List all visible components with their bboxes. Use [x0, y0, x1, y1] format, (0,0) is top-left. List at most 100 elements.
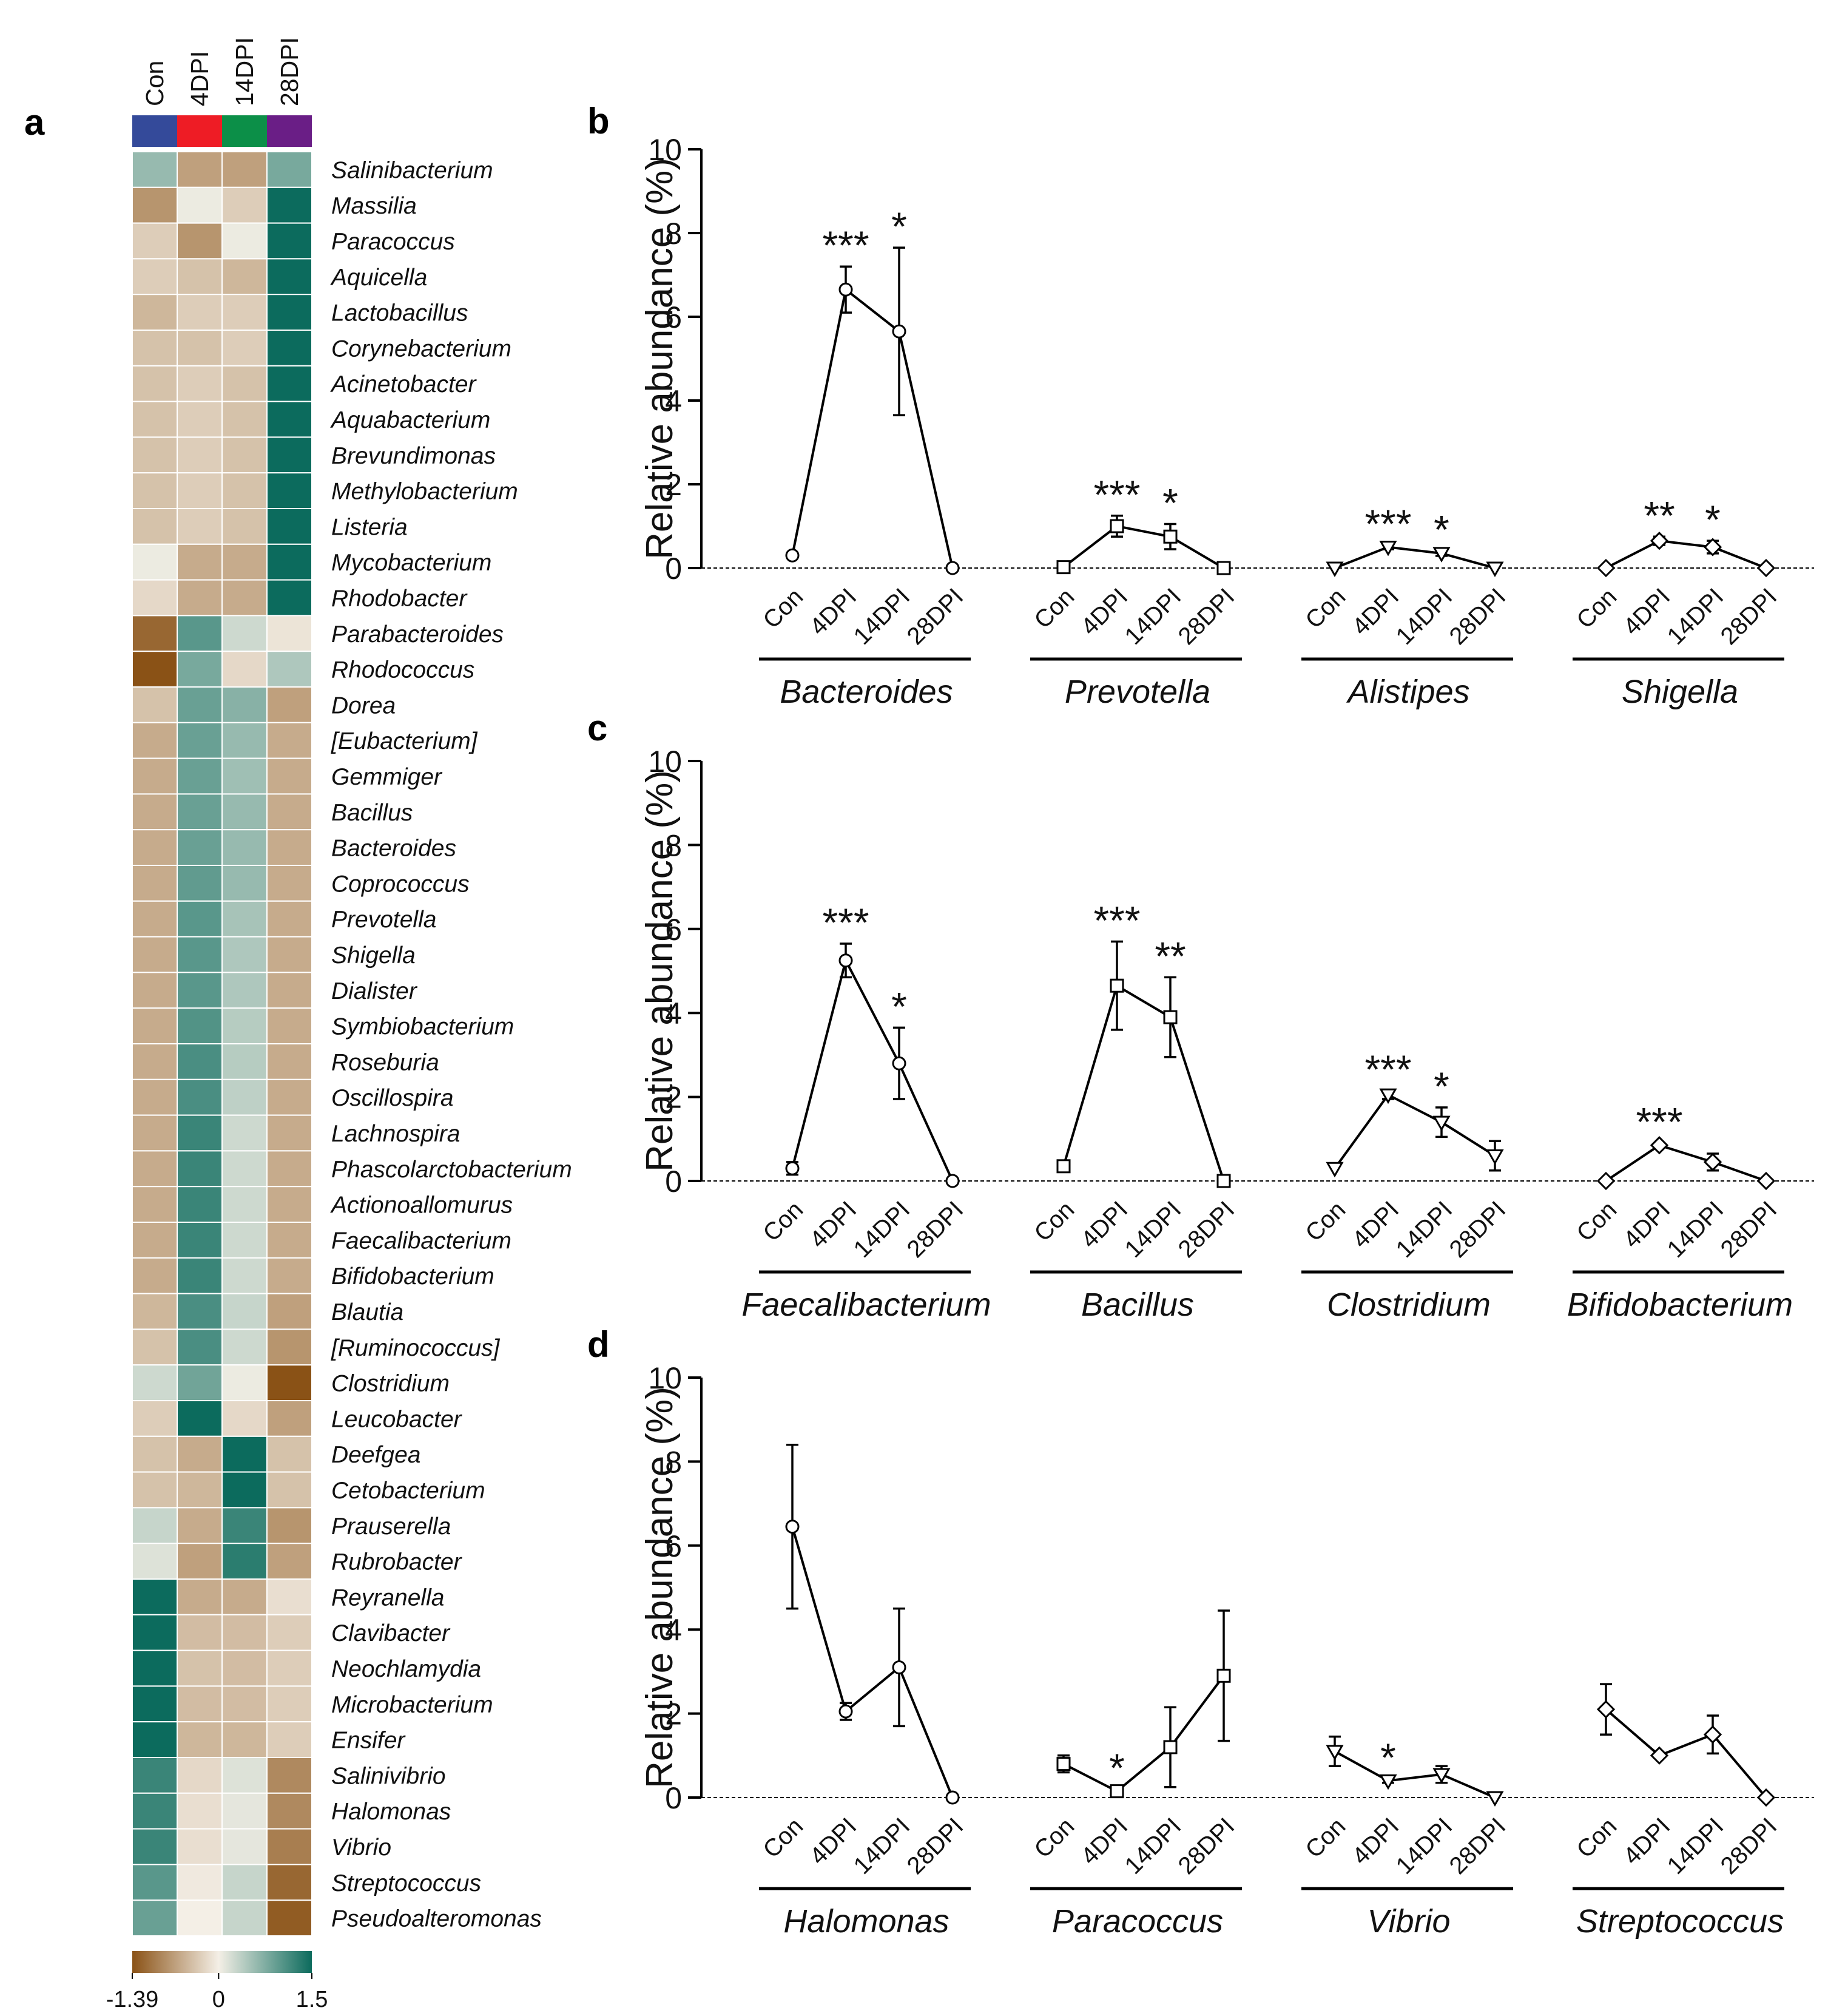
heatmap-cell	[132, 151, 178, 188]
data-point-square	[1056, 1757, 1071, 1771]
heatmap-cell	[221, 151, 268, 188]
heatmap-cell	[266, 1328, 312, 1366]
heatmap-row-label: Dialister	[331, 978, 418, 1004]
heatmap-cell	[177, 543, 223, 581]
heatmap-row-label: Lactobacillus	[331, 300, 468, 326]
x-tick-label: Con	[1029, 1196, 1079, 1246]
heatmap-cell	[132, 1614, 178, 1651]
heatmap-cell	[221, 1364, 268, 1401]
y-tick-label: 0	[665, 1781, 682, 1815]
heatmap-cell	[266, 686, 312, 723]
heatmap-cell	[266, 865, 312, 902]
heatmap-cell	[221, 258, 268, 296]
data-point-circle	[785, 1161, 800, 1175]
heatmap-cell	[266, 330, 312, 367]
heatmap-cell	[266, 793, 312, 831]
heatmap-cell	[221, 1864, 268, 1901]
data-point-circle	[945, 1174, 960, 1188]
heatmap-cell	[132, 1150, 178, 1188]
data-point-triangle	[1326, 1745, 1344, 1761]
x-tick-label: 28DPI	[1716, 1813, 1782, 1879]
heatmap-cell	[177, 829, 223, 866]
significance-stars: *	[891, 984, 907, 1029]
heatmap-cell	[177, 1685, 223, 1723]
heatmap-cell	[266, 1649, 312, 1687]
column-color-bar	[177, 115, 222, 147]
x-tick-label: 14DPI	[849, 583, 916, 650]
panel-letter-b: b	[587, 101, 610, 141]
heatmap-cell	[221, 722, 268, 759]
heatmap-row-label: Massilia	[331, 193, 417, 219]
heatmap-cell	[177, 1899, 223, 1937]
heatmap-cell	[132, 936, 178, 973]
heatmap-cell	[132, 1257, 178, 1294]
heatmap-row-label: Bifidobacterium	[331, 1263, 494, 1290]
data-point-circle	[892, 324, 906, 339]
heatmap-cell	[177, 1721, 223, 1758]
data-point-triangle	[1486, 1149, 1504, 1165]
heatmap-cell	[177, 1150, 223, 1188]
heatmap-cell	[132, 186, 178, 224]
heatmap-cell	[177, 1328, 223, 1366]
heatmap-cell	[221, 793, 268, 831]
heatmap-cell	[132, 1507, 178, 1544]
heatmap-cell	[221, 365, 268, 402]
x-tick-label: Con	[758, 583, 808, 634]
heatmap-panel: a Con 4DPI 14DPI 28DPI Salinibacterium Massili…	[24, 37, 572, 2012]
genus-label: Clostridium	[1327, 1287, 1491, 1323]
data-point-circle	[892, 1660, 906, 1674]
heatmap-cell	[132, 722, 178, 759]
heatmap-cell	[221, 1543, 268, 1580]
column-color-bar	[132, 115, 177, 147]
heatmap-row-label: Mycobacterium	[331, 550, 491, 576]
heatmap-cell	[177, 1043, 223, 1080]
heatmap-cell	[221, 508, 268, 545]
data-point-square	[1110, 978, 1124, 993]
genus-label: Prevotella	[1065, 674, 1210, 710]
heatmap-cell	[132, 1328, 178, 1366]
data-point-diamond	[1650, 532, 1669, 550]
heatmap-cell	[221, 1078, 268, 1116]
heatmap-cell	[221, 686, 268, 723]
data-point-triangle	[1432, 1115, 1451, 1132]
heatmap-cell	[177, 1828, 223, 1865]
y-tick-label: 2	[665, 1697, 682, 1731]
x-tick-label: 28DPI	[902, 1813, 969, 1879]
heatmap-cell	[221, 436, 268, 474]
heatmap-cell	[177, 865, 223, 902]
heatmap-cell	[177, 1471, 223, 1509]
genus-label: Vibrio	[1367, 1903, 1450, 1940]
heatmap-cell	[266, 258, 312, 296]
heatmap-cell	[266, 365, 312, 402]
heatmap-cell	[177, 1364, 223, 1401]
heatmap-cell	[266, 1578, 312, 1615]
x-tick-label: 14DPI	[849, 1813, 916, 1879]
series-line	[1062, 984, 1225, 1182]
x-tick-label: Con	[758, 1196, 808, 1246]
significance-stars: *	[1434, 1064, 1449, 1109]
genus-label: Streptococcus	[1576, 1903, 1784, 1940]
heatmap-row-label: [Ruminococcus]	[331, 1335, 501, 1361]
heatmap-cell	[177, 579, 223, 617]
x-tick-label: 14DPI	[1662, 1196, 1729, 1263]
heatmap-cell	[132, 365, 178, 402]
heatmap-cell	[266, 1685, 312, 1723]
heatmap-cell	[221, 1328, 268, 1366]
significance-stars: ***	[822, 223, 869, 268]
x-tick-label: Con	[1300, 1196, 1351, 1246]
data-point-square	[1216, 1668, 1231, 1683]
column-color-bar	[267, 115, 312, 147]
heatmap-cell	[132, 508, 178, 545]
y-tick-label: 4	[665, 1613, 682, 1647]
heatmap-row-label: Bacillus	[331, 800, 413, 826]
y-tick-label: 6	[665, 913, 682, 947]
data-point-circle	[838, 953, 853, 968]
x-tick-label: 14DPI	[849, 1196, 916, 1263]
heatmap-cell	[177, 900, 223, 938]
heatmap-row-label: Deefgea	[331, 1442, 420, 1468]
heatmap-cell	[266, 1150, 312, 1188]
heatmap-cell	[132, 222, 178, 260]
heatmap-cell	[221, 1114, 268, 1152]
heatmap-cell	[266, 936, 312, 973]
